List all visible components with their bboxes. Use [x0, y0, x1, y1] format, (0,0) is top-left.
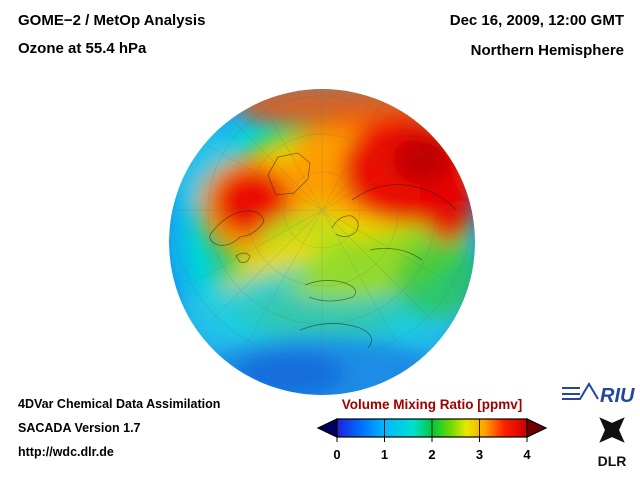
page-title: GOME−2 / MetOp Analysis: [18, 12, 206, 29]
colorbar-tick-1: 1: [381, 447, 388, 462]
colorbar-overflow-arrow: [526, 418, 548, 438]
version-label: SACADA Version 1.7: [18, 421, 141, 435]
colorbar-tick-4: 4: [523, 447, 531, 462]
dlr-logo: DLR: [598, 417, 627, 469]
colorbar: Volume Mixing Ratio [ppmv] 0 1 2 3 4: [316, 397, 548, 462]
riu-logo: RIU: [562, 382, 635, 407]
hemisphere-label: Northern Hemisphere: [470, 42, 624, 59]
colorbar-tick-0: 0: [333, 447, 340, 462]
riu-logo-text: RIU: [600, 385, 635, 407]
dlr-star-icon: [599, 417, 625, 443]
graticule: [169, 89, 475, 365]
dlr-logo-text: DLR: [598, 453, 627, 469]
globe-map: [169, 89, 475, 395]
colorbar-underflow-arrow: [316, 418, 338, 438]
colorbar-tick-3: 3: [476, 447, 483, 462]
colorbar-tick-2: 2: [428, 447, 435, 462]
url-label: http://wdc.dlr.de: [18, 445, 114, 459]
date-label: Dec 16, 2009, 12:00 GMT: [449, 12, 624, 29]
assimilation-label: 4DVar Chemical Data Assimilation: [18, 397, 221, 411]
colorbar-title: Volume Mixing Ratio [ppmv]: [342, 397, 523, 412]
coastlines: [209, 152, 457, 349]
page-subtitle: Ozone at 55.4 hPa: [18, 40, 147, 57]
